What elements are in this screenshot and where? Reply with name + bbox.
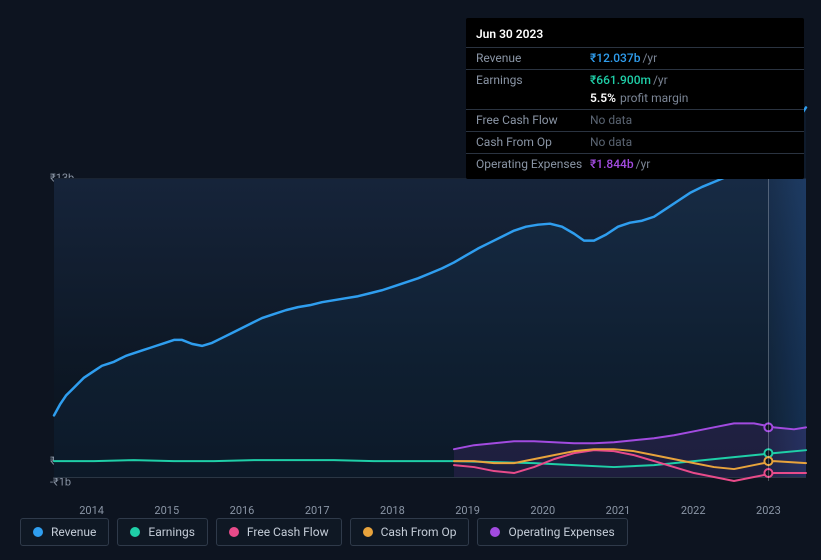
xaxis-label: 2020: [530, 504, 555, 517]
tooltip-row: Cash From OpNo data: [466, 131, 804, 153]
xaxis-label: 2018: [380, 504, 405, 517]
legend-label: Operating Expenses: [508, 525, 614, 539]
tooltip-label: Operating Expenses: [476, 156, 590, 173]
revenue-chart: ₹13b₹0-₹1b 20142015201620172018201920202…: [16, 160, 806, 500]
legend-swatch: [130, 527, 140, 537]
legend-item-revenue[interactable]: Revenue: [20, 518, 109, 546]
legend-label: Revenue: [51, 525, 96, 539]
legend-swatch: [363, 527, 373, 537]
tooltip-value: ₹12.037b/yr: [590, 50, 794, 67]
xaxis-label: 2019: [455, 504, 480, 517]
legend-item-earnings[interactable]: Earnings: [117, 518, 208, 546]
tooltip-row: Revenue₹12.037b/yr: [466, 47, 804, 69]
legend-item-free-cash-flow[interactable]: Free Cash Flow: [216, 518, 342, 546]
xaxis-label: 2015: [154, 504, 179, 517]
xaxis-label: 2023: [756, 504, 781, 517]
xaxis-label: 2016: [230, 504, 255, 517]
xaxis-label: 2017: [305, 504, 330, 517]
tooltip-row: Earnings₹661.900m/yr: [466, 69, 804, 91]
tooltip-row: Operating Expenses₹1.844b/yr: [466, 153, 804, 175]
tooltip-label: Cash From Op: [476, 134, 590, 151]
chart-tooltip: Jun 30 2023 Revenue₹12.037b/yrEarnings₹6…: [466, 18, 804, 179]
legend-swatch: [229, 527, 239, 537]
xaxis-label: 2014: [79, 504, 104, 517]
tooltip-value: ₹1.844b/yr: [590, 156, 794, 173]
xaxis-label: 2022: [681, 504, 706, 517]
legend-label: Cash From Op: [381, 525, 457, 539]
tooltip-value: ₹661.900m/yr: [590, 72, 794, 89]
tooltip-value: No data: [590, 112, 794, 129]
hover-crosshair: [768, 179, 769, 481]
chart-plot-area[interactable]: [54, 178, 806, 478]
legend-item-operating-expenses[interactable]: Operating Expenses: [477, 518, 627, 546]
tooltip-value: No data: [590, 134, 794, 151]
chart-legend: Revenue Earnings Free Cash Flow Cash From O…: [20, 518, 628, 546]
tooltip-row: Free Cash FlowNo data: [466, 109, 804, 131]
legend-label: Free Cash Flow: [247, 525, 329, 539]
tooltip-label: Earnings: [476, 72, 590, 89]
tooltip-date: Jun 30 2023: [466, 22, 804, 47]
tooltip-label: Revenue: [476, 50, 590, 67]
legend-item-cash-from-op[interactable]: Cash From Op: [350, 518, 470, 546]
xaxis-label: 2021: [606, 504, 631, 517]
tooltip-sub: 5.5%profit margin: [466, 90, 804, 109]
tooltip-label: Free Cash Flow: [476, 112, 590, 129]
chart-svg: [54, 179, 806, 477]
legend-swatch: [33, 527, 43, 537]
legend-label: Earnings: [148, 525, 195, 539]
legend-swatch: [490, 527, 500, 537]
